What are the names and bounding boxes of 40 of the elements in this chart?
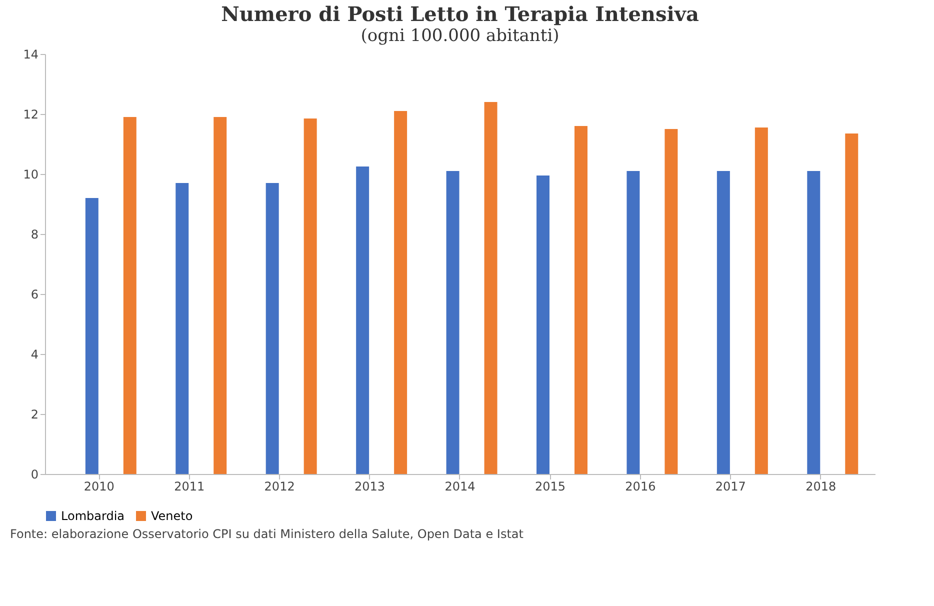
y-tick-label: 2	[30, 408, 38, 422]
y-tick-label: 8	[30, 228, 38, 242]
y-tick-label: 12	[23, 108, 38, 122]
legend-label: Veneto	[151, 509, 193, 523]
bar	[356, 166, 370, 474]
bar	[484, 102, 498, 474]
bar	[85, 198, 98, 474]
y-tick-label: 14	[23, 48, 38, 62]
x-tick-label: 2018	[806, 480, 836, 494]
x-tick-label: 2011	[174, 480, 205, 494]
x-tick-label: 2015	[534, 480, 566, 494]
chart-title: Numero di Posti Letto in Terapia Intensiva	[221, 2, 699, 26]
bar	[176, 183, 189, 474]
y-tick-label: 4	[30, 348, 38, 362]
bar	[536, 176, 550, 474]
legend-label: Lombardia	[61, 509, 125, 523]
y-tick-label: 10	[23, 168, 38, 182]
bar	[626, 171, 640, 474]
bar	[214, 117, 227, 474]
bar	[845, 134, 858, 474]
x-tick-label: 2017	[715, 480, 746, 494]
x-tick-label: 2012	[264, 480, 295, 494]
bar	[304, 118, 317, 474]
bar	[664, 129, 678, 474]
source-note: Fonte: elaborazione Osservatorio CPI su dati Ministero della Salute, Open Data e Istat	[10, 527, 524, 541]
bar	[266, 183, 279, 474]
x-tick-label: 2013	[354, 480, 386, 494]
bar	[446, 171, 460, 474]
chart-subtitle: (ogni 100.000 abitanti)	[360, 26, 560, 46]
x-tick-label: 2016	[625, 480, 656, 494]
bar	[123, 117, 136, 474]
x-tick-label: 2010	[84, 480, 114, 494]
bar	[754, 128, 768, 474]
y-tick-label: 0	[30, 468, 38, 482]
x-tick-label: 2014	[444, 480, 476, 494]
bar	[574, 126, 588, 474]
bar	[716, 171, 730, 474]
bar	[807, 171, 820, 474]
y-tick-label: 6	[30, 288, 38, 302]
bar	[394, 111, 408, 474]
